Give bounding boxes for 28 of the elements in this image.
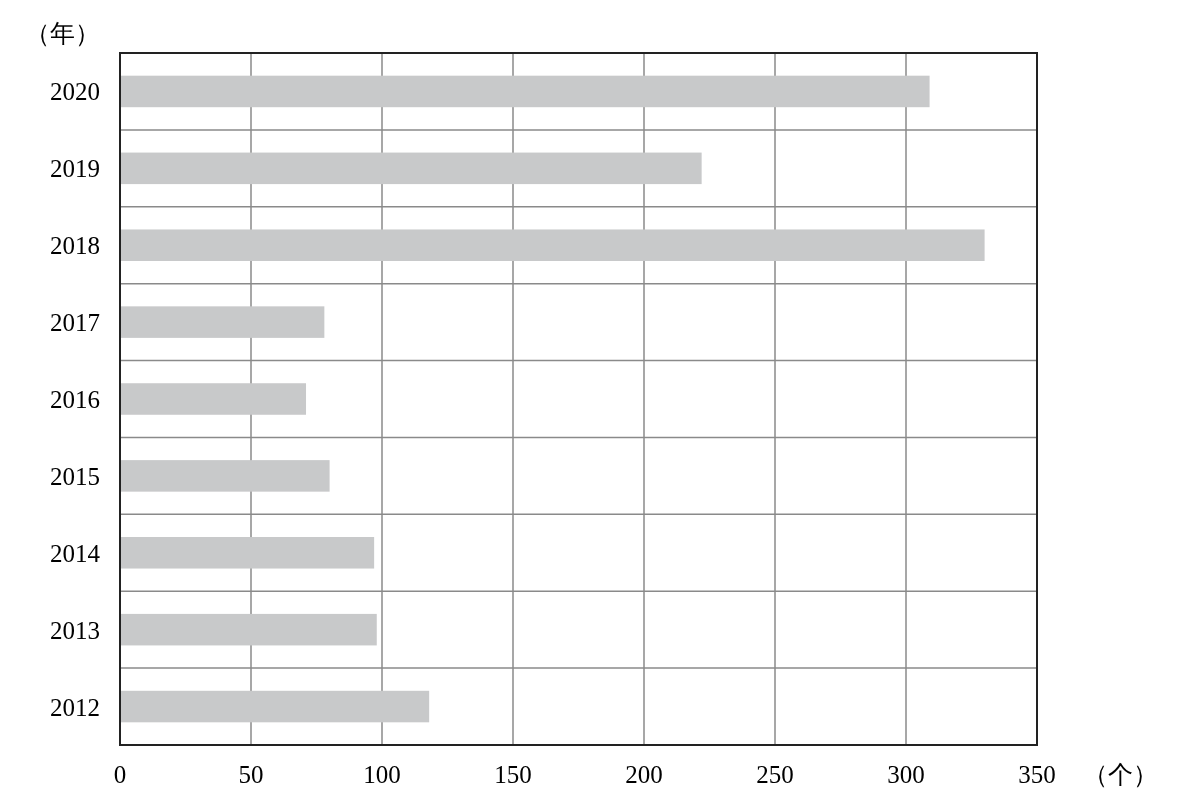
y-tick-label: 2017 [50,309,100,337]
bar [120,383,307,415]
x-tick-label: 350 [1018,761,1056,788]
x-tick-label: 150 [494,761,532,788]
y-tick-label: 2019 [50,155,100,183]
x-tick-label: 300 [887,761,925,788]
bar [120,537,375,569]
bar [120,690,430,723]
bar [120,152,702,185]
y-tick-label: 2012 [50,693,100,721]
y-tick-label: 2018 [50,232,100,260]
x-tick-label: 200 [625,761,663,788]
x-tick-label: 100 [363,761,401,788]
bar [120,306,325,338]
x-tick-label: 50 [238,761,264,788]
y-tick-label: 2016 [50,386,100,413]
y-tick-label: 2020 [50,78,100,106]
bar [120,229,985,261]
x-tick-label: 0 [113,761,127,788]
x-tick-label: 250 [756,761,794,788]
bar [120,613,377,646]
y-tick-label: 2013 [50,616,100,644]
x-axis-title: （个） [1082,761,1158,788]
bar [120,75,930,108]
y-tick-label: 2015 [50,462,100,490]
y-axis-title: （年） [24,20,100,47]
bar [120,460,330,492]
y-tick-label: 2014 [50,539,101,567]
